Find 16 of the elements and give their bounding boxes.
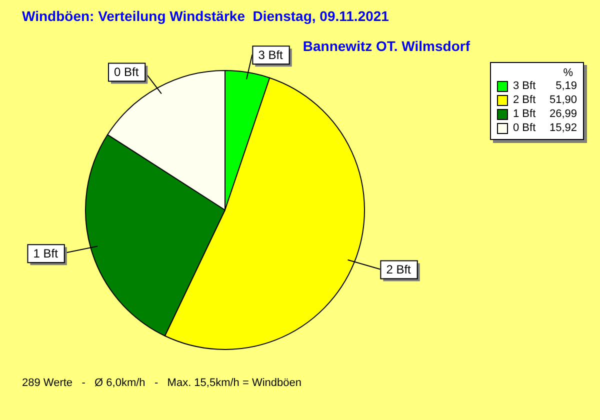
legend-label: 0 Bft bbox=[513, 122, 537, 134]
legend-label: 2 Bft bbox=[513, 94, 537, 106]
slice-label: 3 Bft bbox=[258, 48, 284, 62]
text: 289 Werte - Ø 6,0km/h - Max. 15,5km/h = Windböen bbox=[22, 377, 302, 389]
chart-subtitle: Bannewitz OT. Wilmsdorf bbox=[302, 38, 470, 54]
slice-label: 1 Bft bbox=[33, 246, 59, 260]
legend-label: 1 Bft bbox=[513, 108, 537, 120]
slice-label: 0 Bft bbox=[114, 65, 140, 80]
legend-title: % bbox=[562, 67, 574, 79]
chart-title: Windböen: Verteilung Windstärke Dienstag, 09.11.2021 bbox=[22, 8, 389, 24]
legend-label: 3 Bft bbox=[513, 80, 537, 92]
data-label: 15,92 bbox=[548, 122, 577, 134]
data-label: 51,90 bbox=[548, 94, 577, 106]
slice-label: 2 Bft bbox=[386, 262, 412, 277]
data-label: 26,99 bbox=[548, 108, 577, 120]
data-label: 5,19 bbox=[554, 80, 577, 92]
